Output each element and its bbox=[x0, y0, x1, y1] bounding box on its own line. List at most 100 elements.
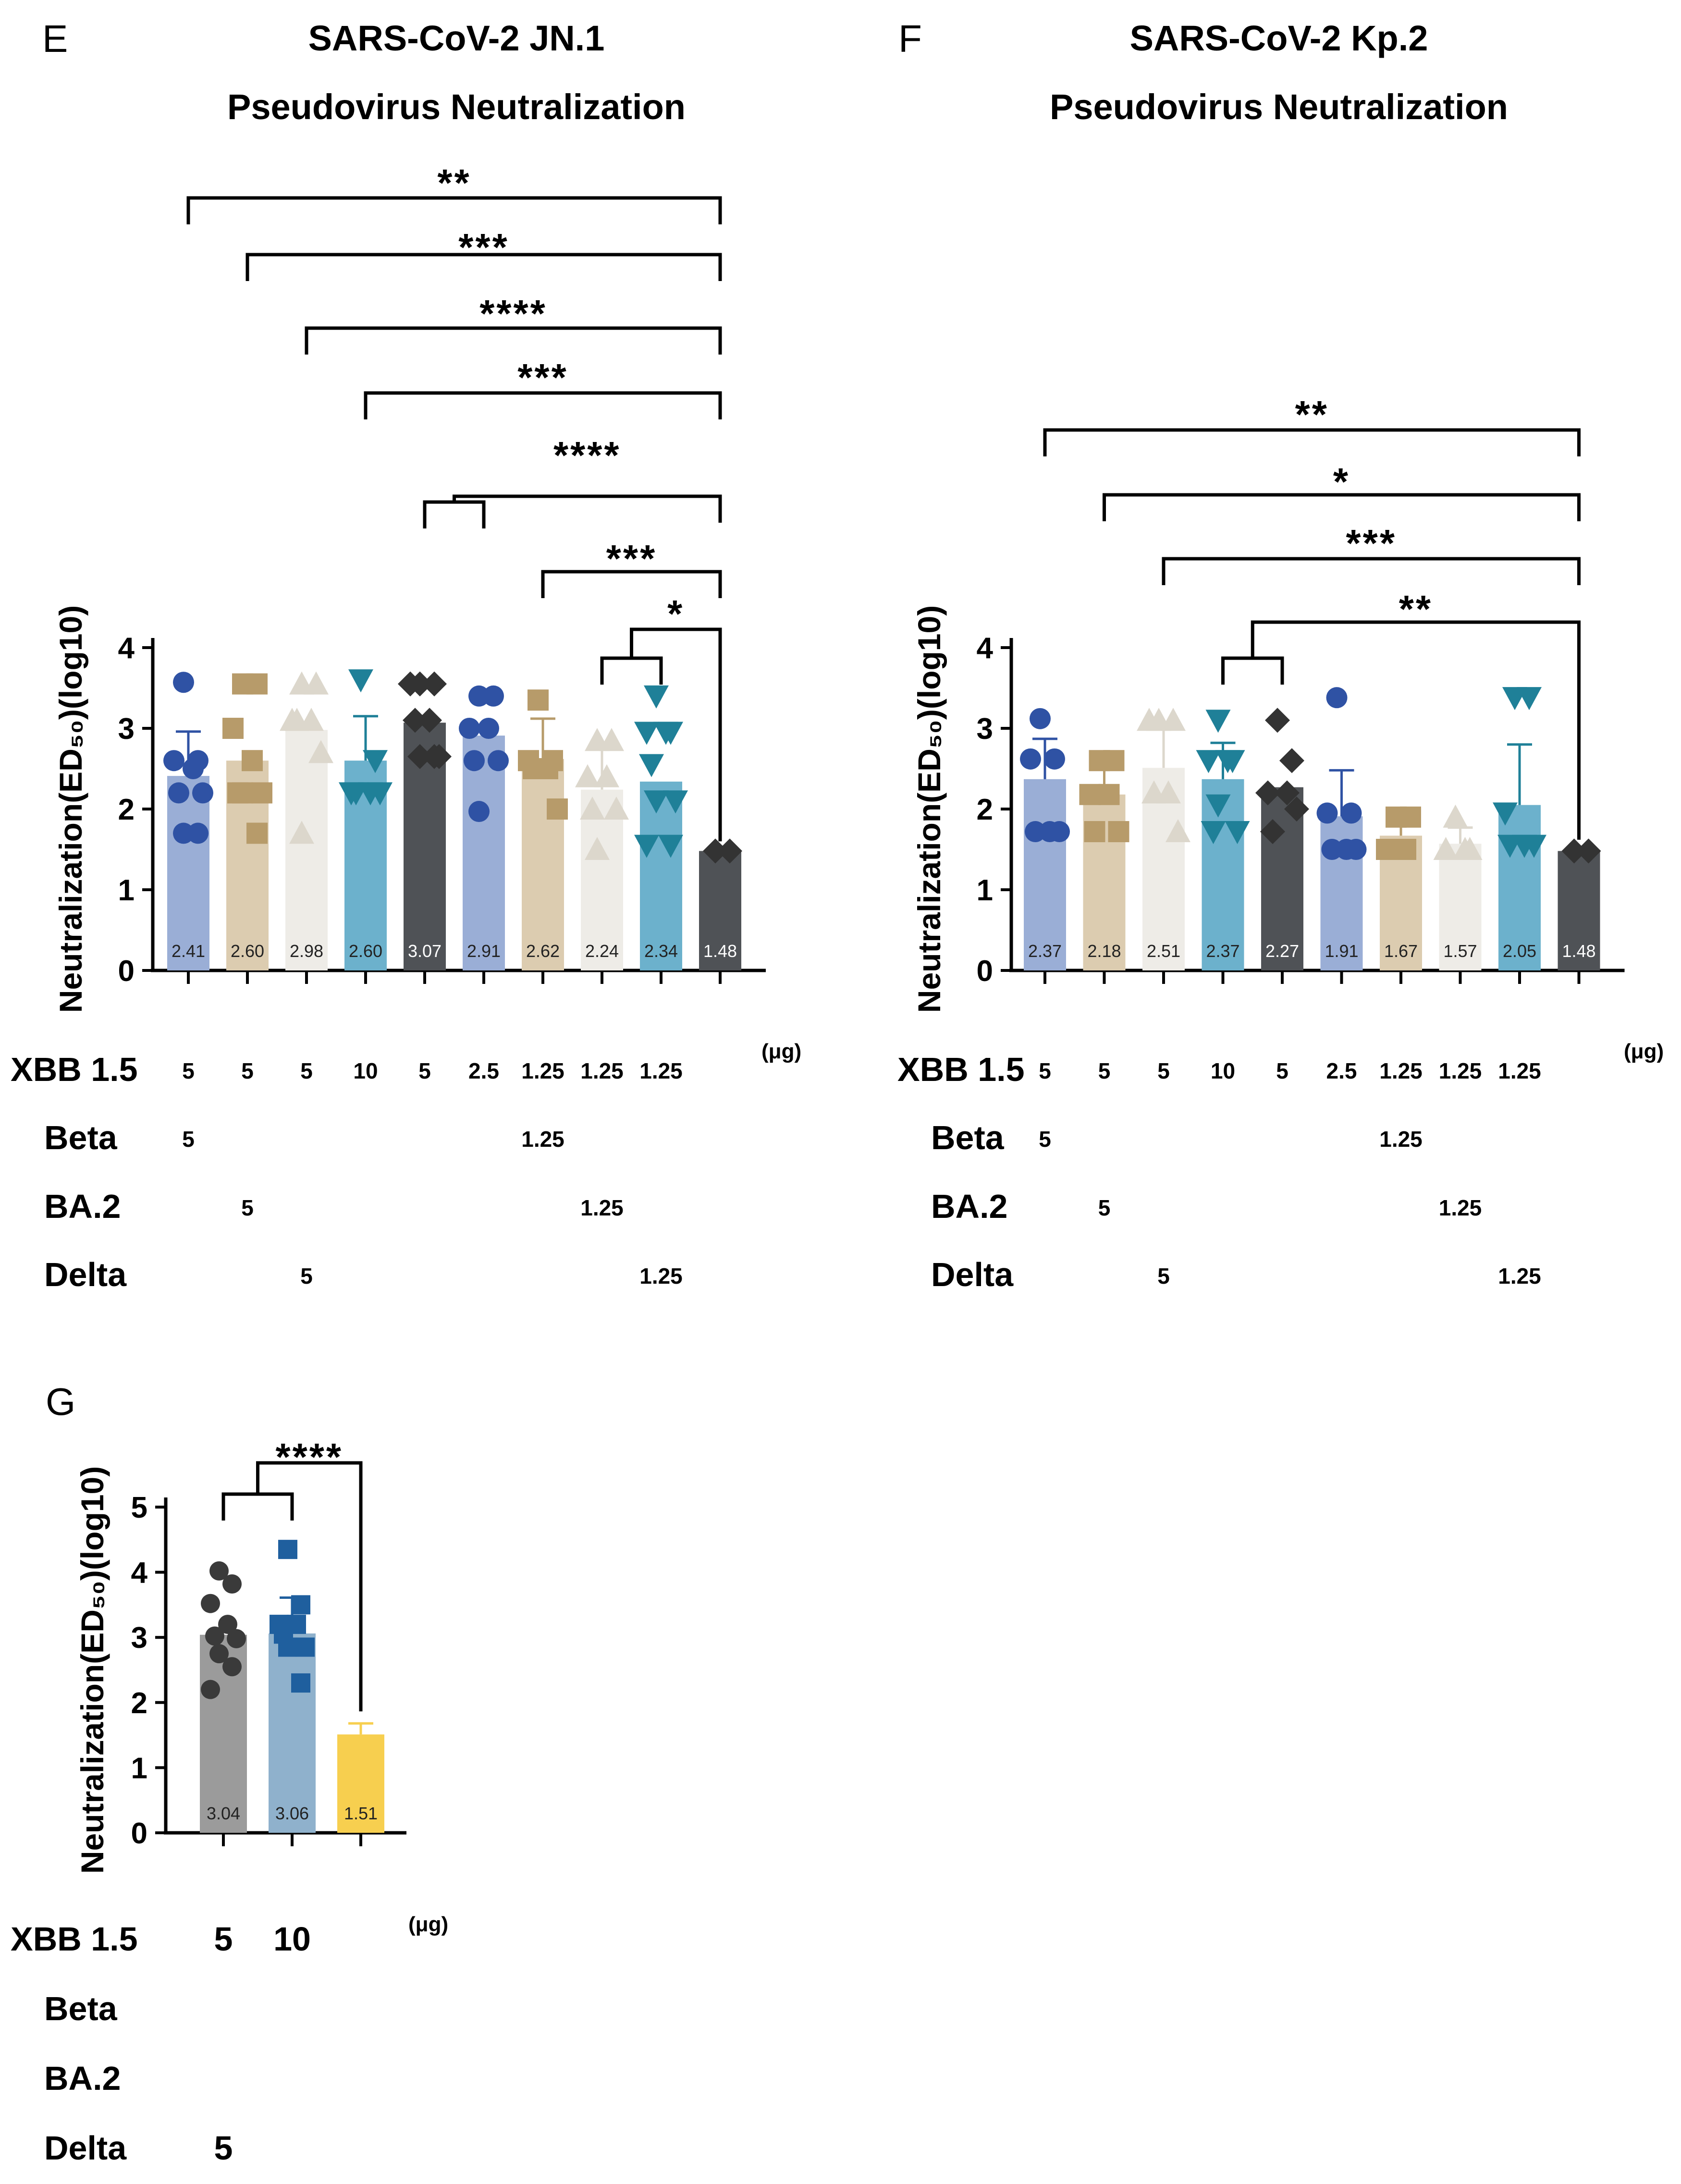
data-point bbox=[1400, 806, 1421, 828]
data-point bbox=[639, 754, 664, 777]
significance-bracket bbox=[256, 1461, 363, 1712]
data-point bbox=[1265, 708, 1290, 733]
data-point bbox=[1201, 821, 1226, 845]
dose-value: 1.25 bbox=[1439, 1058, 1482, 1083]
y-tick-label: 0 bbox=[131, 1817, 147, 1850]
y-tick-label: 2 bbox=[131, 1687, 147, 1720]
dose-value: 5 bbox=[214, 1920, 233, 1958]
data-point bbox=[232, 782, 253, 804]
bar bbox=[1202, 779, 1244, 970]
data-point bbox=[348, 669, 373, 693]
data-point bbox=[483, 685, 504, 707]
data-point bbox=[1381, 839, 1402, 860]
significance-stars: *** bbox=[517, 356, 568, 399]
data-point bbox=[304, 671, 329, 695]
dose-row-label: Delta bbox=[931, 1256, 1014, 1293]
bar-value-label: 1.48 bbox=[1562, 941, 1595, 961]
data-point bbox=[1340, 802, 1362, 824]
dose-value: 1.25 bbox=[521, 1058, 564, 1083]
bar bbox=[1498, 805, 1541, 970]
y-axis-label: Neutralization(ED₅₀)(log10) bbox=[74, 1466, 110, 1874]
bar-value-label: 2.60 bbox=[231, 941, 264, 961]
panel-e: E SARS-CoV-2 JN.1 Pseudovirus Neutraliza… bbox=[42, 17, 801, 1063]
significance-bracket bbox=[541, 570, 722, 598]
data-point bbox=[1284, 797, 1309, 822]
data-point bbox=[1044, 748, 1065, 770]
chart-f: Neutralization(ED₅₀)(log10) 0 1 2 3 4 2.37 2.18… bbox=[897, 393, 1625, 1293]
dose-value: 5 bbox=[1098, 1195, 1111, 1220]
bar-value-label: 1.51 bbox=[344, 1804, 378, 1823]
bar bbox=[285, 730, 328, 970]
y-axis-label: Neutralization(ED₅₀)(log10) bbox=[53, 605, 88, 1013]
dose-row-label: Delta bbox=[44, 1256, 127, 1293]
data-point bbox=[663, 790, 688, 814]
data-point bbox=[289, 821, 314, 844]
data-point bbox=[1345, 839, 1367, 860]
data-point bbox=[201, 1680, 220, 1699]
y-tick-label: 2 bbox=[977, 793, 993, 826]
data-point bbox=[278, 1637, 297, 1657]
bar bbox=[1558, 851, 1600, 970]
dose-value: 10 bbox=[1211, 1058, 1235, 1083]
data-point bbox=[1020, 748, 1041, 770]
significance-stars: **** bbox=[479, 292, 547, 335]
data-point bbox=[222, 718, 244, 739]
significance-bracket bbox=[1043, 428, 1581, 456]
data-point bbox=[422, 671, 447, 697]
data-point bbox=[295, 1637, 315, 1657]
data-point bbox=[205, 1626, 224, 1646]
data-point bbox=[1497, 834, 1522, 858]
data-point bbox=[1561, 838, 1587, 864]
chart-g: Neutralization(ED₅₀)(log10) 0 1 2 3 4 5 3.04 3.0… bbox=[11, 1436, 406, 2167]
significance-stars: **** bbox=[275, 1436, 343, 1478]
dose-value: 5 bbox=[300, 1058, 313, 1083]
significance-stars: *** bbox=[458, 226, 509, 269]
data-point bbox=[308, 740, 333, 763]
data-point bbox=[422, 744, 447, 769]
significance-stars: ** bbox=[1295, 393, 1329, 436]
data-point bbox=[580, 797, 605, 820]
dose-value: 5 bbox=[214, 2129, 233, 2167]
data-point bbox=[183, 758, 204, 779]
significance-stars: ** bbox=[1399, 588, 1433, 630]
dose-unit: (μg) bbox=[1624, 1040, 1664, 1063]
data-point bbox=[658, 834, 683, 858]
panel-letter: F bbox=[898, 17, 922, 60]
data-point bbox=[201, 1594, 220, 1613]
data-point bbox=[407, 744, 432, 769]
significance-pair-bracket bbox=[423, 500, 486, 528]
dose-value: 5 bbox=[1039, 1058, 1051, 1083]
y-tick-label: 1 bbox=[131, 1752, 147, 1785]
data-point bbox=[1225, 821, 1250, 845]
data-point bbox=[1433, 837, 1459, 860]
bar-value-label: 3.04 bbox=[207, 1804, 240, 1823]
data-point bbox=[1576, 838, 1601, 864]
significance-bracket bbox=[1103, 493, 1581, 521]
dose-value: 5 bbox=[300, 1264, 313, 1288]
data-point bbox=[1196, 750, 1221, 773]
data-point bbox=[468, 801, 490, 822]
data-point bbox=[1205, 710, 1231, 733]
dose-row-label: BA.2 bbox=[44, 1188, 121, 1225]
dose-value: 10 bbox=[353, 1058, 378, 1083]
y-tick-label: 1 bbox=[977, 874, 993, 907]
data-point bbox=[585, 837, 610, 860]
significance-bracket bbox=[305, 326, 722, 355]
dose-unit: (μg) bbox=[761, 1040, 801, 1063]
bar-value-label: 2.60 bbox=[349, 941, 382, 961]
chart-e: Neutralization(ED₅₀)(log10) 0 1 2 3 4 2.41 2.60… bbox=[11, 161, 766, 1293]
data-point bbox=[368, 782, 393, 806]
bar-value-label: 1.57 bbox=[1443, 941, 1477, 961]
chart-title-line-1: SARS-CoV-2 Kp.2 bbox=[1130, 18, 1428, 58]
bar-value-label: 2.37 bbox=[1028, 941, 1062, 961]
data-point bbox=[242, 750, 263, 772]
dose-row-label: BA.2 bbox=[931, 1188, 1007, 1225]
dose-value: 1.25 bbox=[639, 1058, 683, 1083]
data-point bbox=[1321, 839, 1343, 860]
data-point bbox=[417, 708, 442, 733]
significance-stars: *** bbox=[1346, 522, 1397, 564]
dose-value: 1.25 bbox=[639, 1264, 683, 1288]
bar-value-label: 2.41 bbox=[172, 941, 205, 961]
dose-row-label: Delta bbox=[44, 2129, 127, 2167]
y-tick-label: 3 bbox=[118, 712, 135, 746]
